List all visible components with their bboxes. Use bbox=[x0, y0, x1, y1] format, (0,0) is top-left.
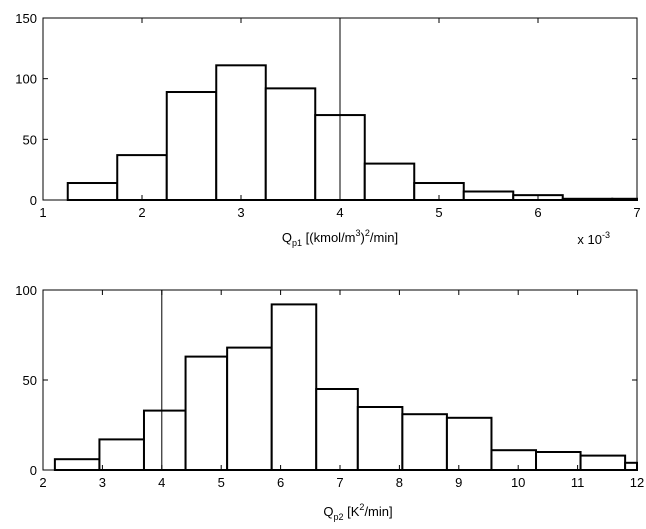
p2-bar-0 bbox=[53, 458, 101, 472]
p2-bar-7 bbox=[356, 406, 404, 471]
p2-bar-10 bbox=[490, 449, 538, 472]
histogram-qp2-panel: 2 3 4 5 6 7 8 9 10 11 12 0 50 100 Qp2 [K2/min] bbox=[15, 283, 644, 522]
qp1-y-tick-labels: 0 50 100 150 bbox=[15, 11, 37, 208]
qp1-x-tick-labels: 1 2 3 4 5 6 7 bbox=[39, 205, 640, 220]
histogram-qp1-panel: 1 2 3 4 5 6 7 0 50 100 150 Qp1 [(kmol/m3)2/min] x… bbox=[15, 11, 640, 248]
p1-xtick-label-2: 3 bbox=[237, 205, 244, 220]
p2-xtick-label-5: 7 bbox=[336, 475, 343, 490]
p1-bar-2 bbox=[165, 91, 218, 201]
p1-xtick-label-1: 2 bbox=[138, 205, 145, 220]
p2-bar-1 bbox=[98, 438, 145, 471]
p1-ytick-label-2: 100 bbox=[15, 72, 37, 87]
p2-xtick-label-1: 3 bbox=[99, 475, 106, 490]
p2-bar-11 bbox=[535, 451, 582, 471]
p2-xtick-label-2: 4 bbox=[158, 475, 165, 490]
qp2-bars bbox=[53, 303, 638, 472]
p1-xtick-label-0: 1 bbox=[39, 205, 46, 220]
qp1-x-multiplier: x 10-3 bbox=[577, 230, 610, 247]
p2-xtick-label-9: 11 bbox=[571, 475, 585, 490]
p1-bar-0 bbox=[66, 182, 119, 202]
p2-xtick-label-10: 12 bbox=[630, 475, 644, 490]
p1-xtick-label-4: 5 bbox=[435, 205, 442, 220]
p2-bar-13 bbox=[624, 461, 638, 471]
p2-ytick-label-1: 50 bbox=[23, 373, 37, 388]
qp1-tick-marks bbox=[42, 17, 638, 201]
p2-xtick-label-8: 10 bbox=[511, 475, 525, 490]
qp1-x-axis-label: Qp1 [(kmol/m3)2/min] bbox=[282, 228, 398, 248]
p2-bar-5 bbox=[270, 303, 318, 471]
p2-bar-6 bbox=[315, 388, 359, 471]
p2-ytick-label-2: 100 bbox=[15, 283, 37, 298]
qp2-x-axis-label: Qp2 [K2/min] bbox=[323, 502, 392, 522]
p1-bar-8 bbox=[462, 190, 515, 202]
p2-bar-2 bbox=[142, 409, 187, 472]
p1-bar-6 bbox=[363, 162, 416, 202]
p1-bar-4 bbox=[264, 87, 317, 201]
p2-bar-3 bbox=[184, 355, 229, 472]
p1-ytick-label-3: 150 bbox=[15, 11, 37, 26]
qp2-tick-marks bbox=[42, 289, 638, 471]
p1-xtick-label-6: 7 bbox=[633, 205, 640, 220]
p2-bar-12 bbox=[579, 454, 627, 472]
p2-bar-4 bbox=[226, 346, 273, 472]
p2-xtick-label-7: 9 bbox=[455, 475, 462, 490]
qp2-x-tick-labels: 2 3 4 5 6 7 8 9 10 11 12 bbox=[39, 475, 644, 490]
p1-xtick-label-3: 4 bbox=[336, 205, 343, 220]
qp1-bars bbox=[66, 64, 638, 202]
p1-bar-1 bbox=[116, 154, 168, 202]
p2-xtick-label-3: 5 bbox=[218, 475, 225, 490]
p1-ytick-label-1: 50 bbox=[23, 132, 37, 147]
p1-bar-3 bbox=[215, 64, 267, 201]
qp2-y-tick-labels: 0 50 100 bbox=[15, 283, 37, 478]
p2-xtick-label-6: 8 bbox=[396, 475, 403, 490]
p2-xtick-label-0: 2 bbox=[39, 475, 46, 490]
p2-xtick-label-4: 6 bbox=[277, 475, 284, 490]
p2-bar-9 bbox=[445, 416, 493, 471]
p1-ytick-label-0: 0 bbox=[30, 193, 37, 208]
p2-ytick-label-0: 0 bbox=[30, 463, 37, 478]
p2-bar-8 bbox=[401, 413, 448, 472]
p1-xtick-label-5: 6 bbox=[534, 205, 541, 220]
